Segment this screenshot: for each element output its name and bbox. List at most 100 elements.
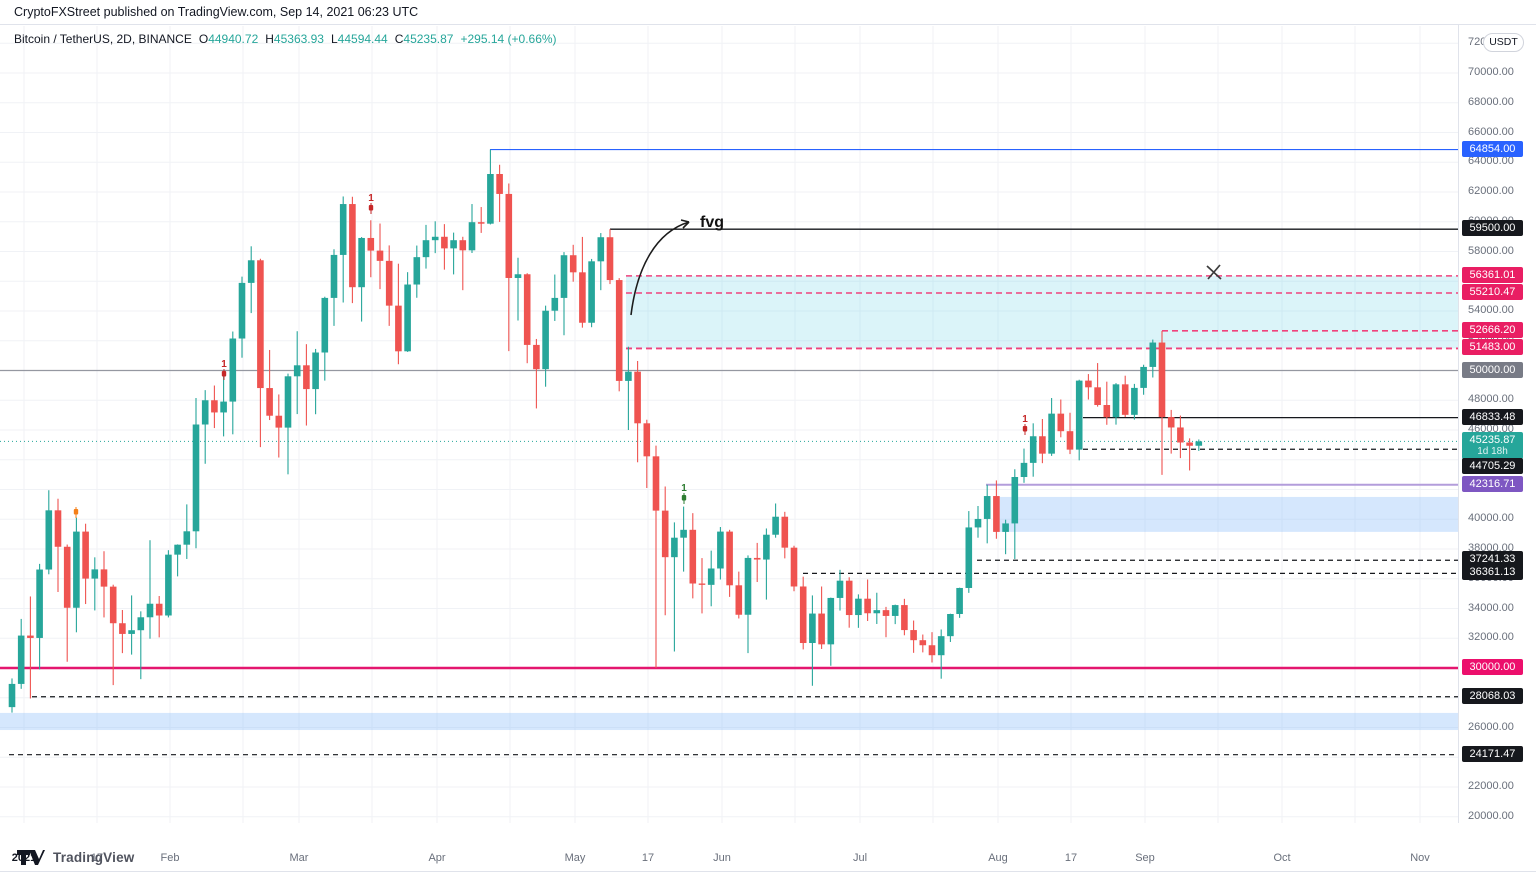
candle-body: [855, 598, 862, 616]
candle-body: [45, 510, 53, 570]
svg-text:1: 1: [221, 359, 227, 370]
time-tick-label: Aug: [988, 852, 1008, 864]
price-badge: 28068.03: [1462, 687, 1523, 704]
candle-body: [643, 423, 651, 457]
candle-body: [579, 272, 586, 323]
price-badge: 59500.00: [1462, 220, 1523, 237]
low-value: 44594.44: [337, 32, 388, 46]
candle-body: [1195, 441, 1203, 446]
candle-body: [1029, 436, 1037, 463]
candle-body: [689, 529, 697, 584]
candle-body: [238, 282, 246, 339]
level-lines: [0, 148, 1458, 756]
time-tick-label: Oct: [1273, 852, 1291, 864]
candlestick-chart[interactable]: 1 1 1 1 fvg: [0, 25, 1458, 823]
candle-body: [395, 305, 402, 352]
candle-body: [615, 280, 623, 381]
candle-body: [588, 261, 595, 323]
candle-body: [73, 531, 80, 608]
price-badge: 50000.00: [1462, 361, 1523, 378]
candle-body: [1039, 436, 1046, 454]
price-axis[interactable]: 20000.0022000.0024000.0026000.0028000.00…: [1458, 25, 1536, 823]
candle-body: [63, 546, 71, 608]
candle-body: [606, 237, 614, 281]
price-tick-label: 38000.00: [1468, 542, 1514, 554]
candle-body: [1112, 384, 1120, 418]
candle-body: [781, 516, 789, 548]
candle-body: [533, 344, 540, 370]
candle-body: [358, 237, 365, 288]
candle-body: [671, 537, 678, 558]
candle-body: [827, 597, 835, 645]
candle-body: [910, 630, 917, 641]
candle-body: [974, 518, 982, 528]
price-tick-label: 70000.00: [1468, 66, 1514, 78]
price-tick-label: 58000.00: [1468, 244, 1514, 257]
candle-body: [1020, 462, 1028, 478]
time-tick-label: Nov: [1410, 852, 1430, 864]
currency-toggle-button[interactable]: USDT: [1483, 33, 1524, 52]
candle-body: [487, 174, 494, 224]
candle-body: [349, 204, 356, 288]
time-tick-label: 17: [90, 852, 104, 864]
candle-body: [385, 260, 393, 306]
chart-panel[interactable]: 1 1 1 1 fvg Bitcoin / TetherUS, 2D, BINANCE O…: [0, 24, 1536, 872]
candle-body: [284, 376, 292, 428]
candle-body: [1002, 523, 1009, 532]
candle-body: [680, 529, 687, 538]
candle-body: [873, 610, 881, 614]
candle-body: [818, 613, 825, 645]
candle-body: [247, 260, 255, 283]
candle-body: [1103, 405, 1111, 418]
candle-body: [459, 240, 467, 251]
fvg-annotation: fvg: [630, 214, 724, 316]
candle-body: [275, 415, 283, 428]
candle-body: [155, 603, 163, 616]
candle-body: [744, 557, 752, 615]
candle-body: [229, 338, 237, 402]
candle-body: [1048, 413, 1055, 454]
tradingview-logo-icon: [17, 850, 45, 865]
candle-body: [174, 544, 181, 555]
candle-body: [983, 496, 991, 519]
price-tick-label: 54000.00: [1468, 304, 1514, 316]
x-mark-annotation: [1206, 264, 1222, 280]
candle-body: [450, 240, 457, 249]
candle-body: [422, 240, 430, 258]
candle-body: [717, 531, 724, 569]
candle-body: [201, 400, 209, 425]
candle-body: [1011, 477, 1019, 524]
candle-body: [257, 260, 264, 389]
candle-body: [763, 534, 770, 560]
candle-body: [496, 174, 503, 194]
candle-body: [303, 365, 310, 390]
candle-body: [1085, 380, 1092, 388]
candle-body: [947, 614, 954, 637]
candle-body: [928, 645, 936, 656]
time-tick-label: 17: [1064, 852, 1078, 864]
change-value: +295.14 (+0.66%): [460, 32, 557, 46]
svg-text:1: 1: [368, 193, 374, 204]
candle-body: [413, 257, 421, 285]
candle-body: [91, 569, 99, 579]
close-value: 45235.87: [403, 32, 454, 46]
candle-body: [993, 496, 1000, 532]
time-axis[interactable]: 202117FebMarAprMay17JunJulAug17SepOctNov: [0, 847, 1536, 872]
candle-body: [468, 222, 476, 251]
candle-body: [367, 237, 375, 251]
candle-body: [54, 510, 62, 547]
candle-body: [321, 297, 329, 353]
candle-body: [735, 585, 743, 615]
price-tick-label: 68000.00: [1468, 95, 1514, 108]
candle-body: [625, 371, 632, 381]
candle-body: [8, 683, 16, 708]
candle-body: [211, 400, 218, 413]
symbol-legend: Bitcoin / TetherUS, 2D, BINANCE O44940.72…: [14, 32, 557, 46]
tradingview-logo-text: TradingView: [53, 850, 135, 865]
candle-body: [1158, 342, 1166, 418]
candle-body: [441, 236, 448, 249]
bar-countdown: 1d 18h: [1477, 446, 1508, 458]
time-tick-label: Sep: [1135, 852, 1155, 864]
supply-demand-zones: [0, 275, 1458, 731]
symbol-title: Bitcoin / TetherUS, 2D, BINANCE: [14, 32, 192, 46]
